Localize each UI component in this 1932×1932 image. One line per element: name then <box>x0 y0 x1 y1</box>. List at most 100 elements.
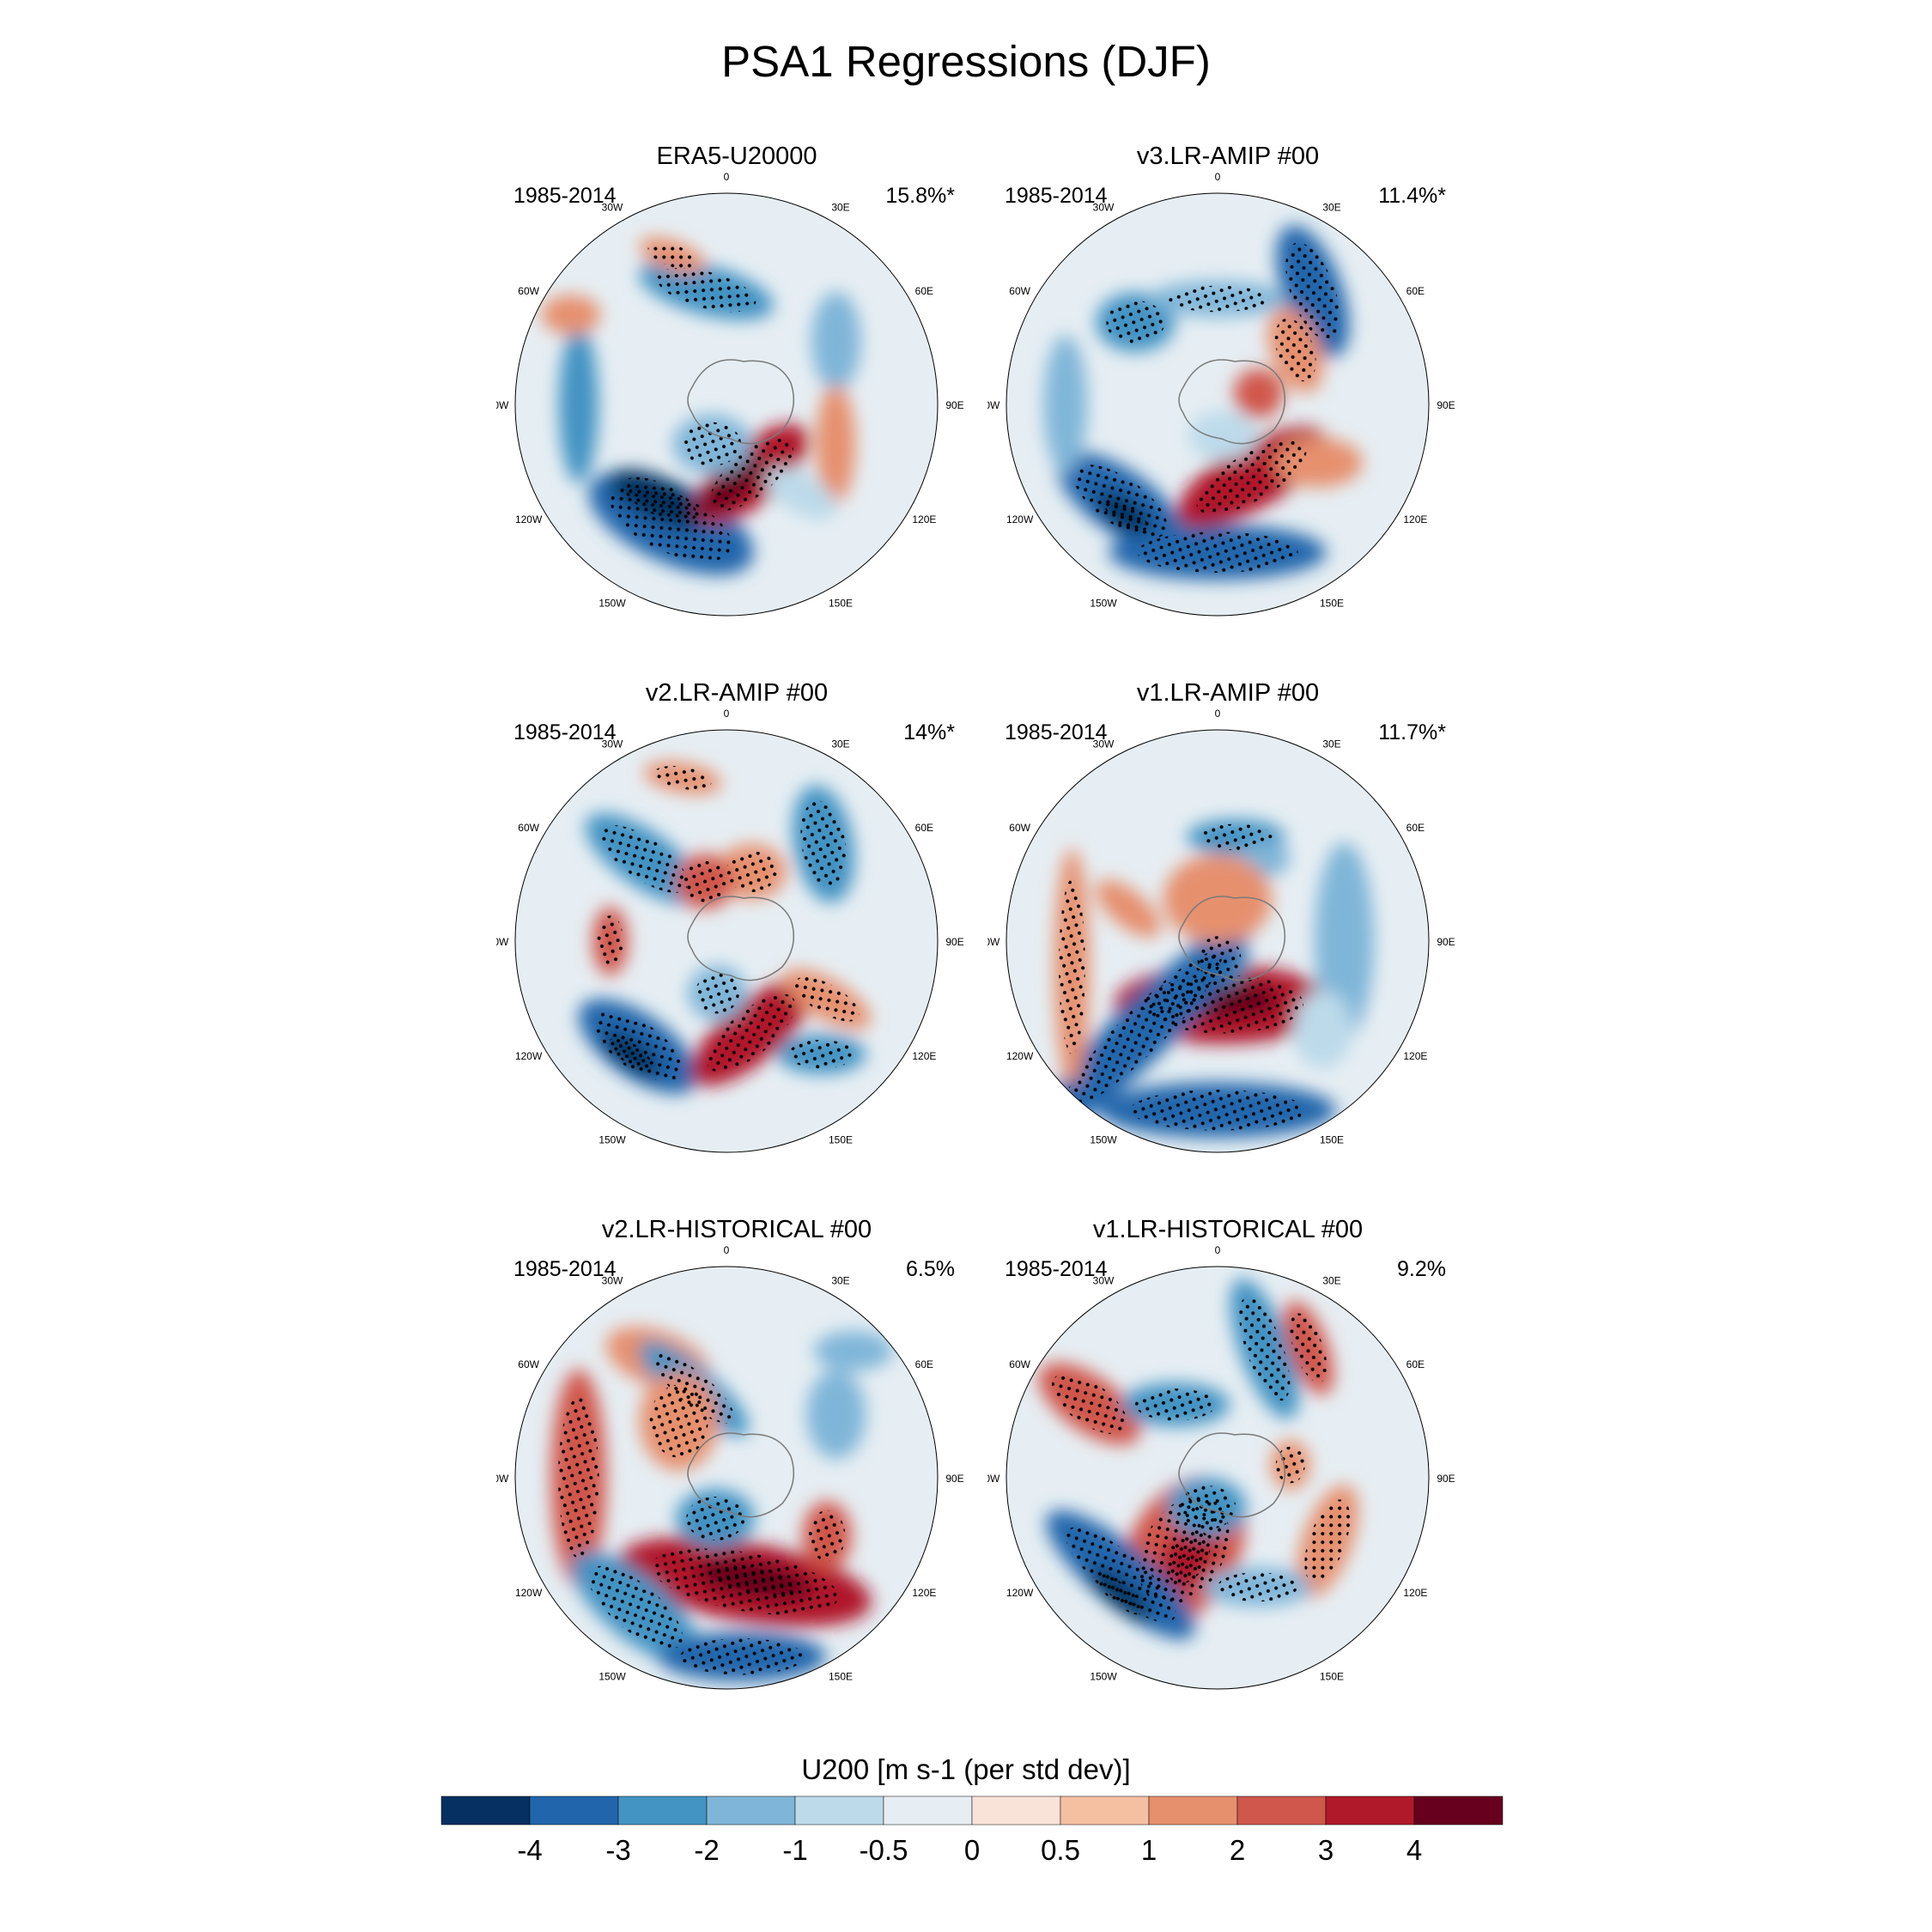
significance-stippling <box>597 915 623 967</box>
colorbar-tick-label: -2 <box>694 1834 719 1866</box>
colorbar-tick-label: 3 <box>1318 1834 1334 1866</box>
longitude-label: 90E <box>1437 1473 1455 1485</box>
map-border <box>1005 729 1430 1153</box>
anomaly-shading <box>811 291 861 391</box>
colorbar-swatch <box>529 1795 619 1826</box>
significance-stippling <box>1065 1527 1176 1623</box>
longitude-label: 30E <box>1322 738 1340 750</box>
longitude-label: 60W <box>518 285 539 297</box>
longitude-label: 30W <box>1093 1275 1115 1287</box>
longitude-label: 0 <box>1215 1244 1221 1256</box>
map-panel-era5: 030E60E90E120E150E180150W120W90W60W30W E… <box>496 143 977 625</box>
longitude-label: 90E <box>945 399 963 411</box>
anomaly-shading <box>765 467 837 520</box>
longitude-label: 90E <box>1437 399 1455 411</box>
panel-variance-percent: 14%* <box>903 720 955 744</box>
longitude-label: 90W <box>987 936 1000 948</box>
significance-stippling <box>683 860 727 902</box>
significance-stippling <box>588 1565 683 1649</box>
colorbar-tick-label: 1 <box>1141 1834 1157 1866</box>
significance-stippling <box>794 976 860 1022</box>
longitude-label: 30W <box>1093 738 1115 750</box>
longitude-label: 30E <box>831 1275 849 1287</box>
significance-stippling <box>707 993 796 1072</box>
significance-stippling <box>679 1638 805 1675</box>
significance-stippling <box>1130 1090 1305 1131</box>
longitude-label: 150E <box>829 597 853 609</box>
panel-variance-percent: 6.5% <box>906 1257 955 1281</box>
longitude-label: 0 <box>1215 708 1221 720</box>
panel-title: v1.LR-AMIP #00 <box>1136 679 1320 707</box>
longitude-label: 60W <box>1009 1358 1030 1370</box>
longitude-label: 120W <box>515 513 543 526</box>
panel-period: 1985-2014 <box>513 720 617 744</box>
panel-title: ERA5-U20000 <box>656 143 817 170</box>
significance-stippling <box>800 800 847 888</box>
map-panel-v1-amip: 030E60E90E120E150E180150W120W90W60W30W v… <box>987 679 1468 1162</box>
longitude-label: 150W <box>598 1133 626 1145</box>
panel-variance-percent: 11.7%* <box>1378 720 1446 744</box>
map-panel-v1-historical: 030E60E90E120E150E180150W120W90W60W30W v… <box>987 1216 1468 1698</box>
significance-stippling <box>1051 1373 1127 1435</box>
panel-period: 1985-2014 <box>1005 720 1108 744</box>
anomaly-shading <box>1096 879 1161 938</box>
antarctica-coastline <box>1178 359 1286 445</box>
panel-title: v3.LR-AMIP #00 <box>1136 143 1320 170</box>
significance-stippling <box>1285 242 1340 340</box>
longitude-label: 120E <box>912 513 936 526</box>
anomaly-shading <box>1292 989 1352 1069</box>
panel-period: 1985-2014 <box>1005 1257 1108 1281</box>
longitude-label: 60E <box>915 822 933 834</box>
longitude-label: 120E <box>912 1587 936 1599</box>
colorbar-tick-label: 0.5 <box>1041 1834 1080 1866</box>
significance-stippling <box>1106 300 1165 344</box>
longitude-label: 150W <box>1090 1670 1117 1682</box>
significance-stippling <box>1196 440 1307 514</box>
significance-stippling <box>1199 823 1273 851</box>
significance-stippling <box>1274 318 1316 382</box>
longitude-label: 60E <box>915 285 933 297</box>
colorbar-tick-label: 0 <box>964 1834 980 1866</box>
longitude-label: 0 <box>724 1244 730 1256</box>
antarctica-coastline <box>1178 896 1286 981</box>
longitude-label: 150W <box>1090 1133 1117 1145</box>
significance-stippling <box>1217 1572 1298 1602</box>
panel-title: v2.LR-HISTORICAL #00 <box>601 1216 872 1243</box>
antarctica-coastline <box>687 1432 795 1518</box>
longitude-label: 60W <box>1009 822 1030 834</box>
significance-stippling <box>710 436 793 511</box>
panel-variance-percent: 9.2% <box>1397 1257 1446 1281</box>
longitude-label: 150W <box>598 1670 626 1682</box>
polar-map: 030E60E90E120E150E180150W120W90W60W30W <box>987 708 1455 1153</box>
significance-stippling <box>610 1037 653 1072</box>
polar-map: 030E60E90E120E150E180150W120W90W60W30W <box>496 1244 964 1690</box>
longitude-label: 30E <box>831 738 849 750</box>
panel-title: v2.LR-AMIP #00 <box>645 679 829 707</box>
panel-title: v1.LR-HISTORICAL #00 <box>1092 1216 1364 1243</box>
longitude-label: 60E <box>1406 822 1425 834</box>
anomaly-shading <box>1043 335 1088 474</box>
colorbar-tick-label: -3 <box>605 1834 630 1866</box>
longitude-label: 30W <box>602 1275 623 1287</box>
polar-map: 030E60E90E120E150E180150W120W90W60W30W <box>496 171 964 617</box>
longitude-label: 120W <box>515 1587 543 1599</box>
colorbar-swatch <box>794 1795 884 1826</box>
longitude-label: 90E <box>1437 936 1455 948</box>
longitude-label: 30W <box>1093 202 1115 214</box>
longitude-label: 150E <box>829 1133 853 1145</box>
significance-stippling <box>623 477 697 522</box>
colorbar-swatch <box>883 1795 973 1826</box>
map-panel-v3-amip: 030E60E90E120E150E180150W120W90W60W30W v… <box>987 143 1468 625</box>
significance-stippling <box>1275 1446 1305 1484</box>
map-border <box>1005 192 1430 617</box>
longitude-label: 120W <box>1006 513 1034 526</box>
colorbar-swatch <box>1413 1795 1504 1826</box>
anomaly-shading <box>541 295 601 335</box>
antarctica-coastline <box>1178 1432 1286 1518</box>
colorbar-swatch <box>706 1795 796 1826</box>
polar-map: 030E60E90E120E150E180150W120W90W60W30W <box>496 708 964 1153</box>
longitude-label: 60E <box>1406 285 1425 297</box>
significance-stippling <box>600 825 688 893</box>
anomaly-shading <box>1233 368 1284 419</box>
panel-period: 1985-2014 <box>513 184 617 208</box>
